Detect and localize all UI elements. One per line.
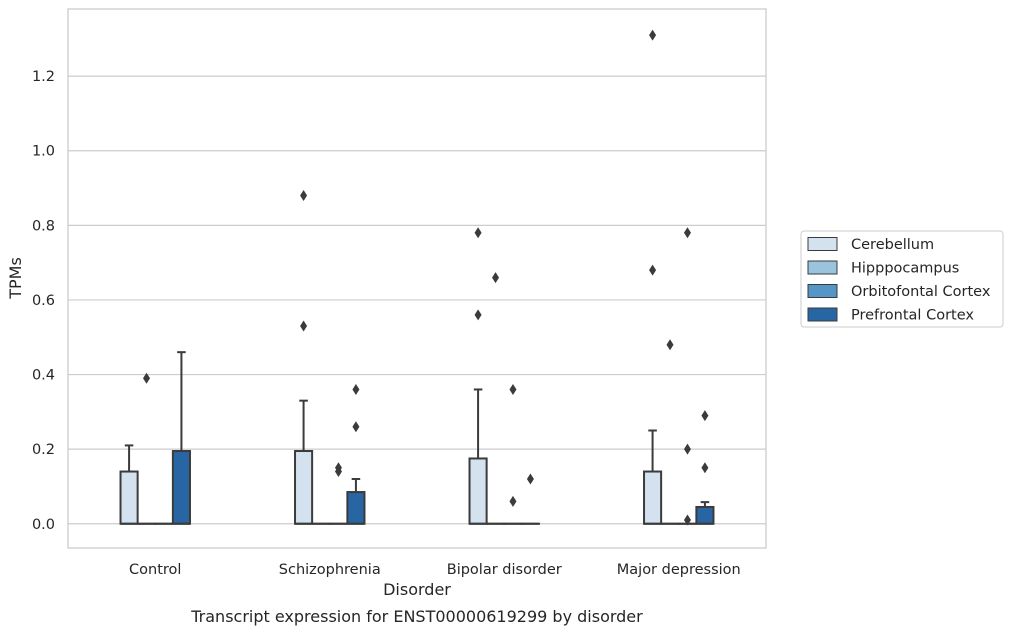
- box: [695, 505, 715, 525]
- box: [294, 450, 314, 525]
- chart-caption: Transcript expression for ENST0000061929…: [190, 607, 643, 626]
- outlier-point: [666, 339, 674, 351]
- legend-swatch: [807, 284, 838, 298]
- x-tick-label: Major depression: [617, 562, 741, 578]
- y-tick-label: 0.8: [32, 218, 55, 234]
- outlier-point: [474, 227, 482, 239]
- legend-swatch: [807, 237, 838, 251]
- legend-label: Hipppocampus: [851, 261, 959, 277]
- legend-swatch: [807, 307, 838, 322]
- outlier-point: [334, 462, 342, 474]
- outlier-point: [492, 272, 500, 284]
- x-axis-label: Disorder: [383, 580, 451, 599]
- x-tick-label: Bipolar disorder: [447, 562, 562, 578]
- box: [643, 470, 663, 525]
- box: [119, 470, 139, 525]
- x-tick-label: Control: [129, 562, 181, 578]
- box: [468, 457, 488, 525]
- outlier-point: [526, 473, 534, 485]
- outlier-point: [701, 462, 709, 474]
- y-tick-label: 0.4: [32, 368, 55, 384]
- outlier-point: [683, 227, 691, 239]
- y-tick-label: 1.2: [32, 69, 55, 85]
- y-tick-label: 1.0: [32, 144, 55, 160]
- outlier-point: [683, 443, 691, 455]
- outlier-point: [701, 410, 709, 422]
- outlier-point: [300, 320, 308, 332]
- outlier-point: [649, 264, 657, 276]
- x-tick-label: Schizophrenia: [279, 562, 381, 578]
- outlier-point: [300, 190, 308, 202]
- box: [171, 450, 191, 525]
- legend-frame: [800, 230, 1004, 328]
- outlier-point: [683, 514, 691, 526]
- outlier-point: [474, 309, 482, 321]
- outlier-point: [143, 372, 151, 384]
- legend-label: Cerebellum: [851, 237, 934, 253]
- outlier-point: [352, 421, 360, 433]
- y-axis-label: TPMs: [6, 257, 25, 300]
- legend-label: Orbitofontal Cortex: [851, 284, 991, 300]
- y-tick-labels: 0.0 0.2 0.4 0.6 0.8 1.0 1.2: [32, 69, 55, 533]
- legend: Cerebellum Hipppocampus Orbitofontal Corte…: [800, 230, 1004, 328]
- gridlines: [68, 75, 766, 525]
- plot-frame: [67, 8, 767, 549]
- y-tick-label: 0.0: [32, 517, 55, 533]
- outlier-point: [509, 383, 517, 395]
- outlier-point: [649, 29, 657, 41]
- y-tick-label: 0.2: [32, 442, 55, 458]
- x-tick-labels: Control Schizophrenia Bipolar disorder Majo…: [129, 562, 741, 578]
- box: [346, 491, 366, 525]
- legend-swatch: [807, 260, 838, 275]
- outlier-point: [509, 495, 517, 507]
- plot-marks: [119, 29, 715, 526]
- legend-label: Prefrontal Cortex: [851, 308, 974, 324]
- y-tick-label: 0.6: [32, 293, 55, 309]
- outlier-point: [352, 383, 360, 395]
